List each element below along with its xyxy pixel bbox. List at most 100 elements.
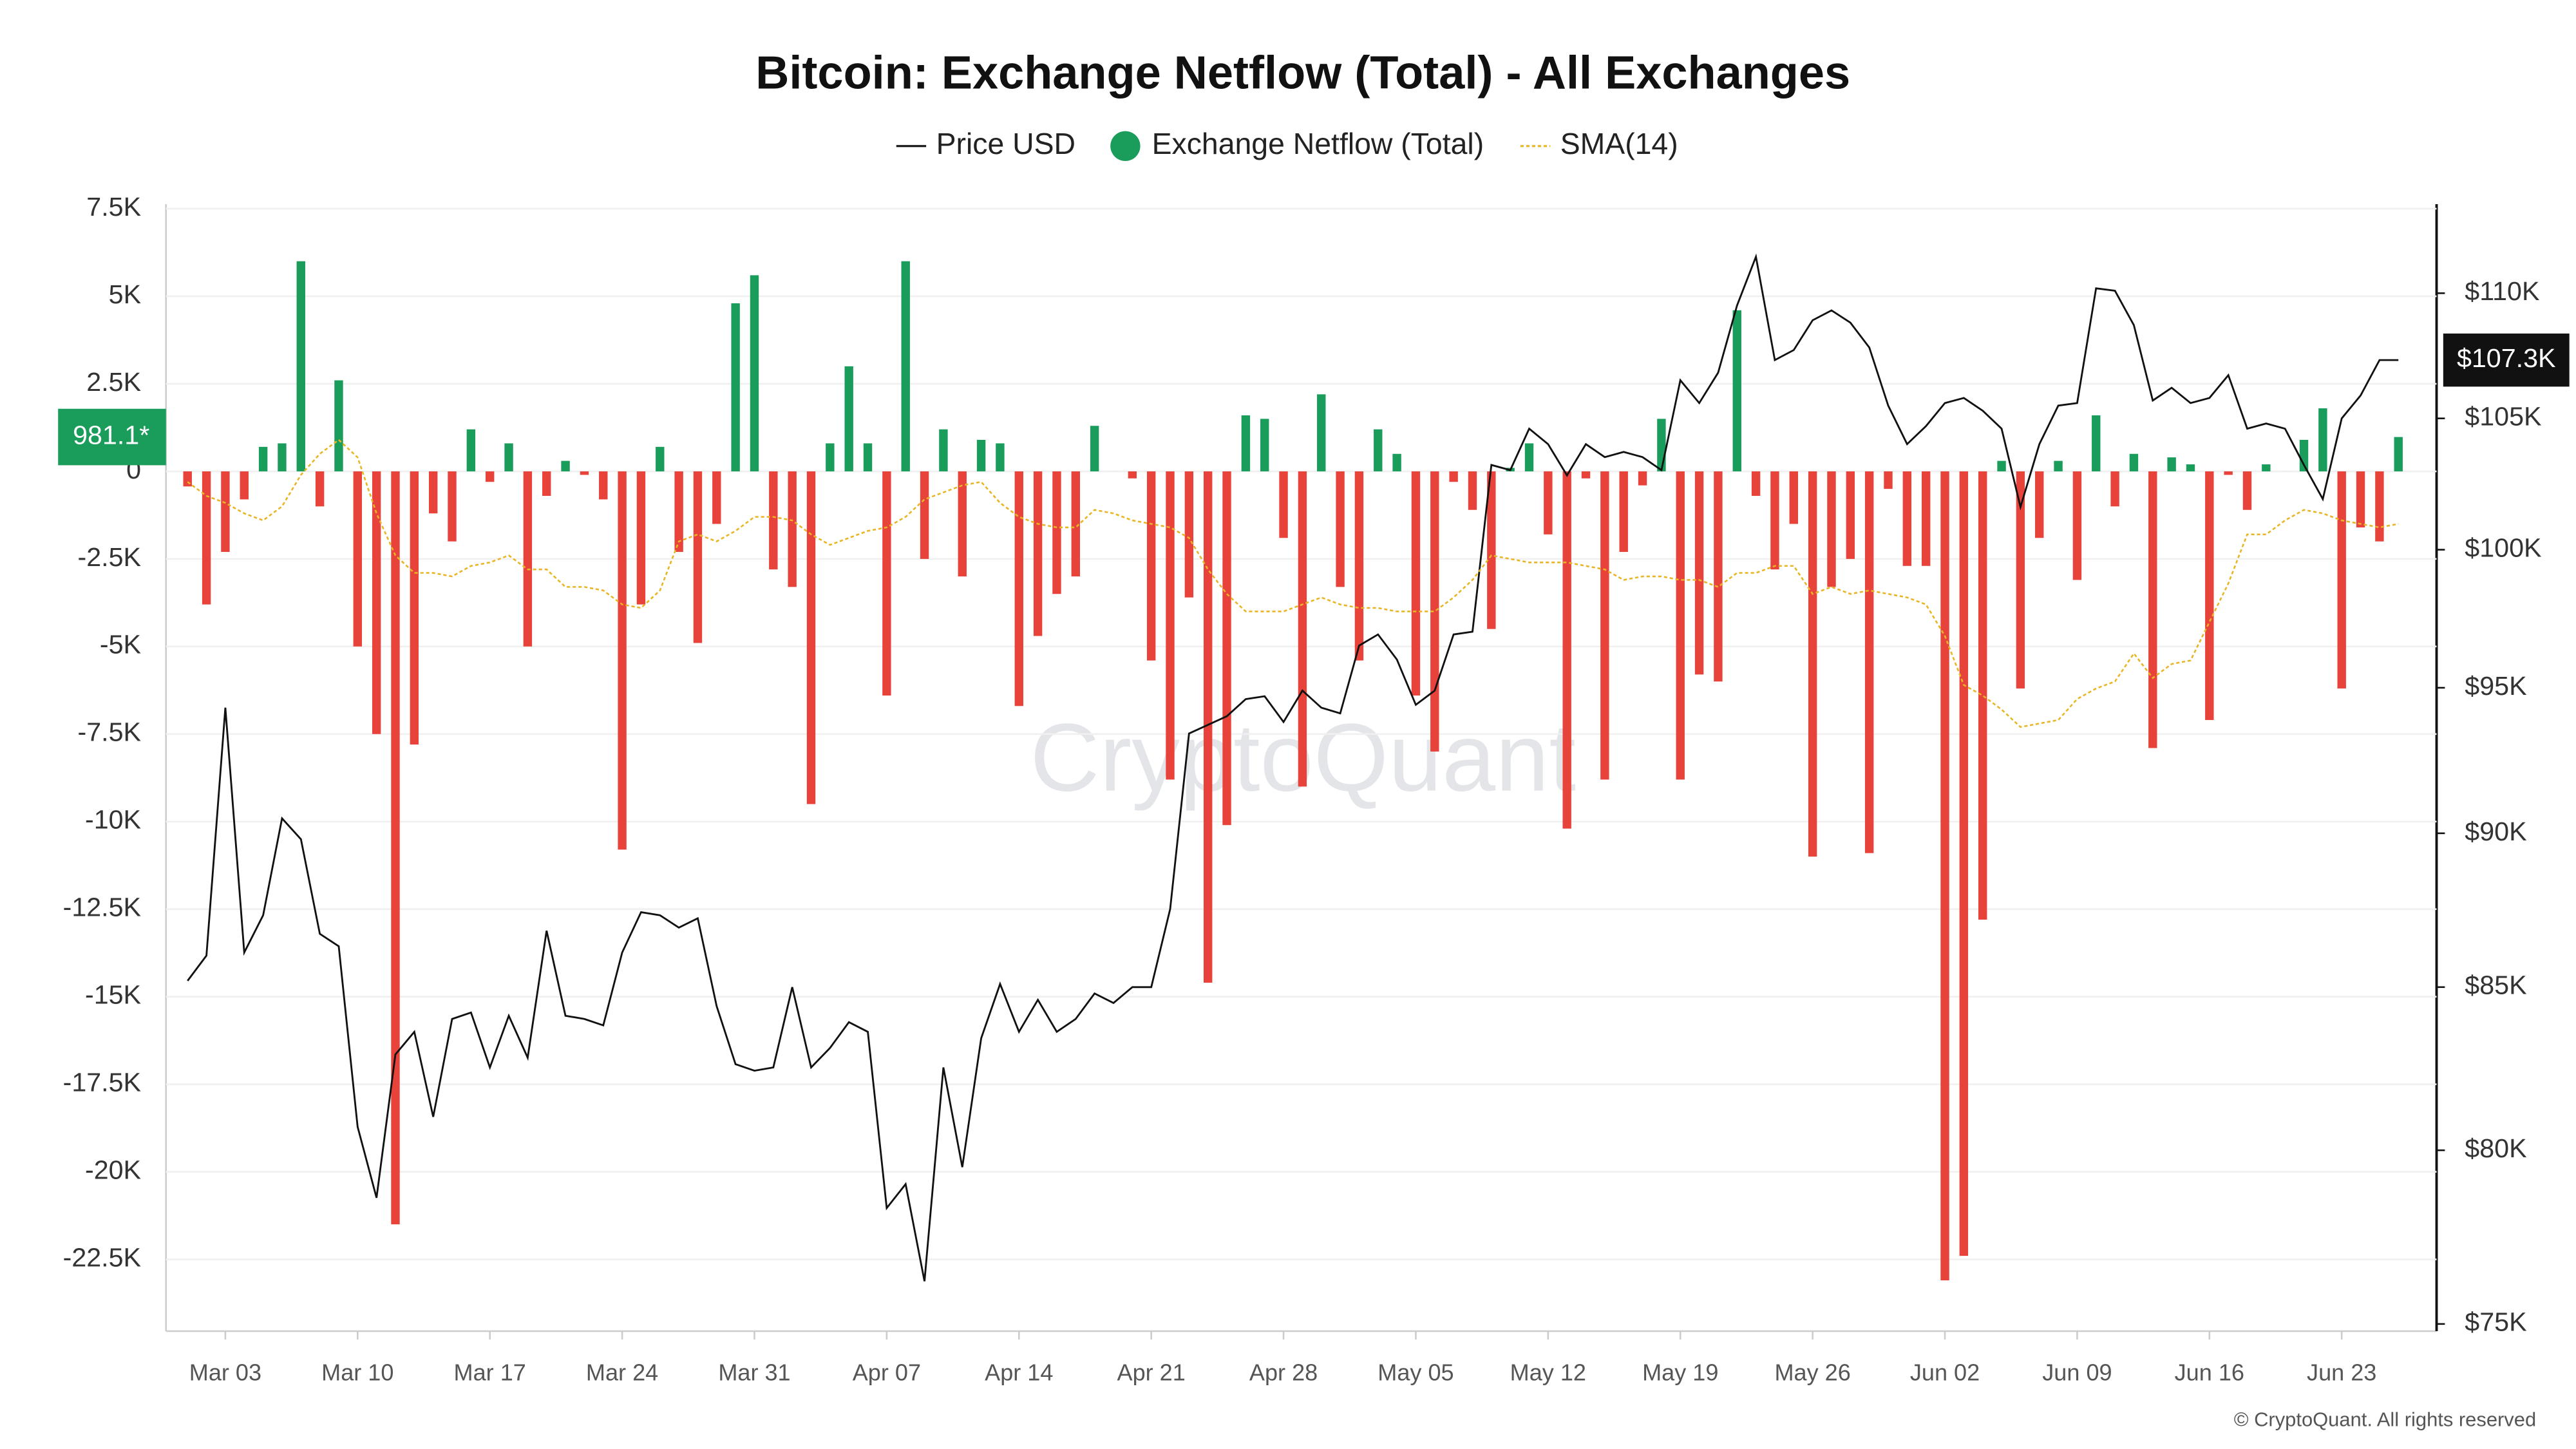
x-tick-label: Apr 07 xyxy=(853,1359,921,1386)
y-tick-label: -7.5K xyxy=(78,717,142,747)
netflow-bar xyxy=(2205,471,2214,721)
y-tick-label: -2.5K xyxy=(78,542,142,572)
netflow-bar xyxy=(1846,471,1855,559)
netflow-bar xyxy=(278,443,287,471)
netflow-bar xyxy=(202,471,211,605)
netflow-bar xyxy=(1203,471,1213,983)
netflow-bar xyxy=(240,471,249,500)
y2-tick-label: $80K xyxy=(2465,1133,2527,1163)
netflow-bar xyxy=(1411,471,1421,696)
netflow-bar xyxy=(580,471,589,475)
legend-label: Price USD xyxy=(936,127,1075,160)
netflow-bar xyxy=(1751,471,1761,497)
netflow-bar xyxy=(636,471,646,605)
netflow-bar xyxy=(2072,471,2082,580)
netflow-bar xyxy=(1468,471,1477,510)
x-tick-label: May 19 xyxy=(1642,1359,1718,1386)
y-tick-label: 2.5K xyxy=(86,367,141,397)
netflow-bar xyxy=(2054,460,2063,471)
netflow-bar xyxy=(1619,471,1628,553)
netflow-bar xyxy=(939,429,948,471)
netflow-bar xyxy=(296,261,305,471)
netflow-bar xyxy=(1732,310,1741,471)
netflow-bar xyxy=(2242,471,2252,510)
netflow-bar xyxy=(2299,439,2309,471)
netflow-bar xyxy=(334,380,343,471)
y-tick-label: -10K xyxy=(85,805,142,835)
netflow-bar xyxy=(1789,471,1798,524)
netflow-bar xyxy=(1978,471,1987,920)
netflow-bar xyxy=(1524,443,1534,471)
y2-tick-label: $90K xyxy=(2465,817,2527,846)
y-tick-label: 5K xyxy=(109,279,142,309)
netflow-bar xyxy=(315,471,325,507)
x-tick-label: Mar 10 xyxy=(321,1359,393,1386)
y-tick-label: -22.5K xyxy=(63,1242,142,1272)
current-value-label: 981.1* xyxy=(73,420,149,450)
netflow-bar xyxy=(750,275,759,471)
netflow-bar xyxy=(788,471,797,587)
netflow-bar xyxy=(2035,471,2044,538)
netflow-bar xyxy=(656,446,665,471)
netflow-bar xyxy=(618,471,627,850)
netflow-bar xyxy=(2224,471,2233,475)
netflow-bar xyxy=(221,471,230,553)
netflow-bar xyxy=(1902,471,1912,566)
netflow-bar xyxy=(1052,471,1061,594)
netflow-bar xyxy=(1317,394,1326,471)
x-tick-label: May 26 xyxy=(1774,1359,1850,1386)
y2-tick-label: $85K xyxy=(2465,971,2527,1000)
netflow-bar xyxy=(1827,471,1836,587)
y-tick-label: -12.5K xyxy=(63,893,142,922)
x-tick-label: Jun 23 xyxy=(2307,1359,2376,1386)
netflow-bar xyxy=(372,471,381,734)
x-tick-label: Mar 31 xyxy=(718,1359,790,1386)
netflow-bar xyxy=(561,460,570,471)
netflow-bar xyxy=(712,471,721,524)
netflow-bar xyxy=(1657,419,1666,471)
netflow-bar xyxy=(1600,471,1609,780)
netflow-bar xyxy=(2318,408,2327,471)
netflow-bar xyxy=(1354,471,1364,661)
netflow-bar xyxy=(1279,471,1288,538)
netflow-bar xyxy=(2129,453,2139,471)
netflow-bar xyxy=(1997,460,2006,471)
netflow-bar xyxy=(504,443,513,471)
netflow-bar xyxy=(1864,471,1874,853)
netflow-bar xyxy=(731,303,740,471)
netflow-bar xyxy=(1714,471,1723,682)
netflow-bar xyxy=(391,471,400,1225)
netflow-bar xyxy=(806,471,816,804)
netflow-bar xyxy=(523,471,533,647)
netflow-bar xyxy=(826,443,835,471)
netflow-bar xyxy=(1959,471,1969,1256)
netflow-bar xyxy=(1128,471,1137,478)
chart-title: Bitcoin: Exchange Netflow (Total) - All … xyxy=(755,48,1850,99)
netflow-bar xyxy=(1374,429,1383,471)
netflow-bar xyxy=(448,471,457,542)
current-value-box xyxy=(2443,333,2570,387)
x-tick-label: Jun 02 xyxy=(1910,1359,1980,1386)
netflow-bar xyxy=(2375,471,2384,542)
netflow-bar xyxy=(863,443,873,471)
netflow-bar xyxy=(1940,471,1949,1281)
x-tick-label: May 12 xyxy=(1510,1359,1586,1386)
netflow-bar xyxy=(2356,471,2365,527)
netflow-bar xyxy=(410,471,419,745)
legend-swatch xyxy=(1110,131,1141,161)
price-line xyxy=(187,253,2399,1282)
current-value-box xyxy=(58,408,166,466)
y2-tick-label: $100K xyxy=(2465,533,2542,562)
netflow-bar xyxy=(996,443,1005,471)
netflow-bar xyxy=(1581,471,1591,478)
netflow-bar xyxy=(2186,464,2195,471)
netflow-bar xyxy=(901,261,910,471)
y2-tick-label: $75K xyxy=(2465,1307,2527,1337)
netflow-bar xyxy=(1392,453,1401,471)
netflow-bar xyxy=(466,429,476,471)
legend-label: Exchange Netflow (Total) xyxy=(1152,127,1484,160)
sma-line xyxy=(187,439,2399,728)
netflow-bar xyxy=(353,471,363,647)
